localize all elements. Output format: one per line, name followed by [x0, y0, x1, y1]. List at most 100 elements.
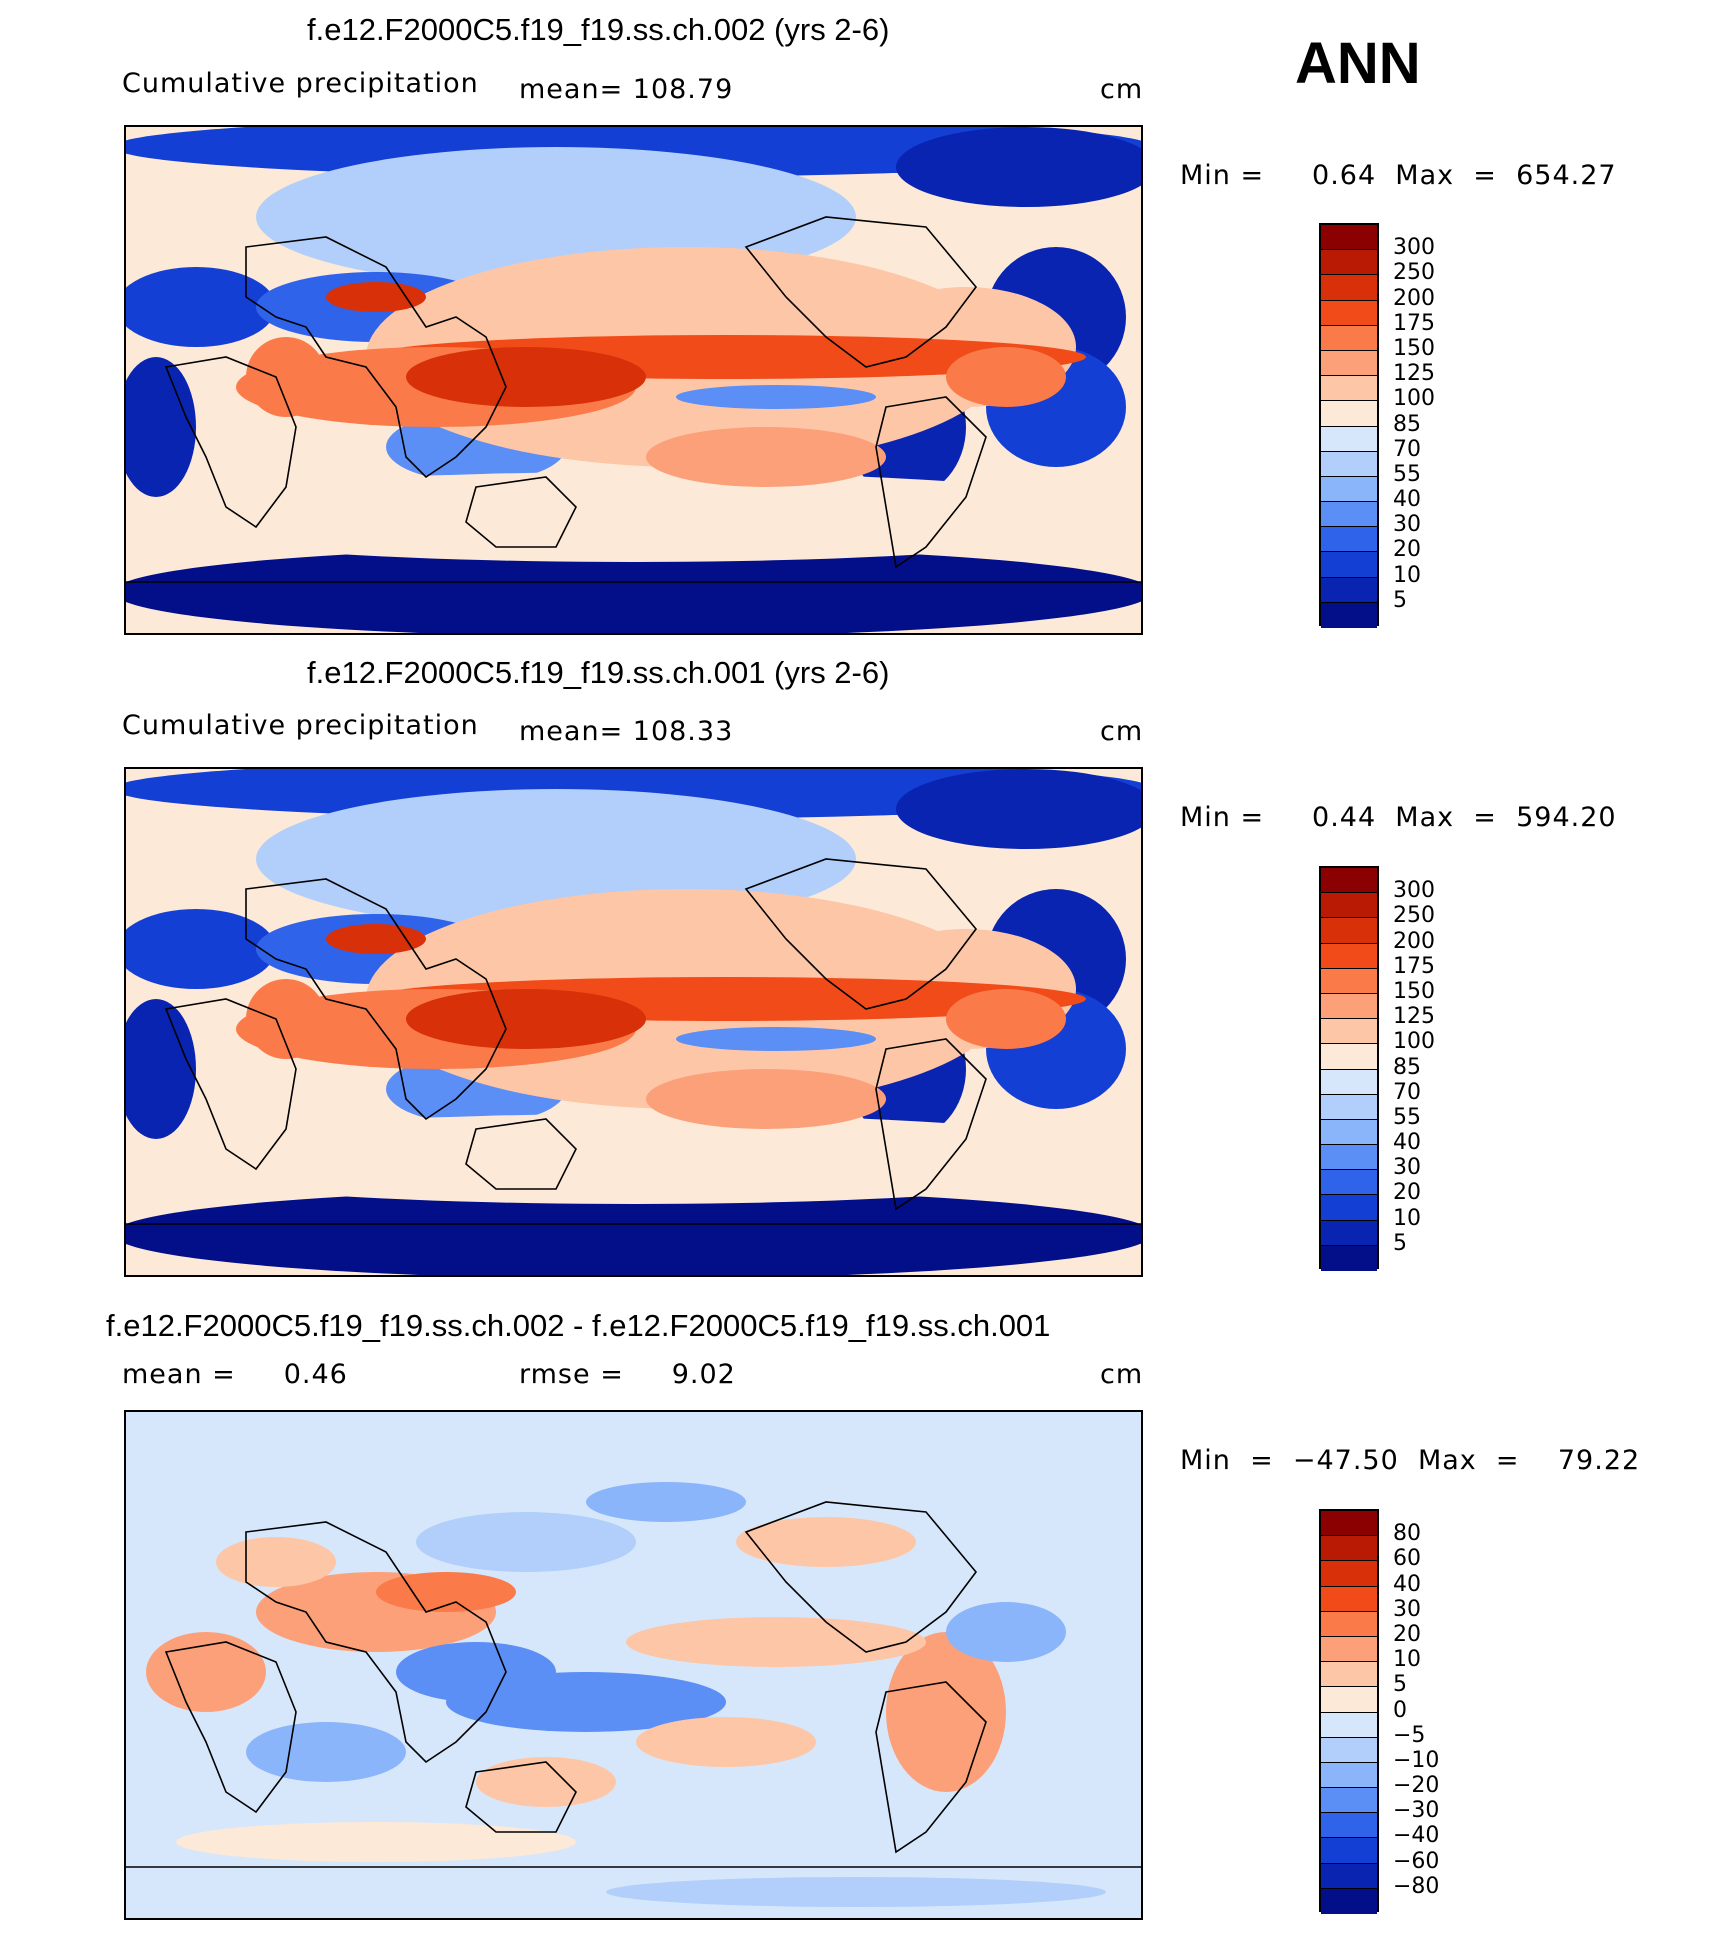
panel-1-title: f.e12.F2000C5.f19_f19.ss.ch.002 (yrs 2-6…	[307, 12, 890, 47]
colorbar-swatch	[1321, 451, 1377, 477]
field-contour-region	[446, 1672, 726, 1732]
coastline	[164, 998, 297, 1171]
field-contour-region	[626, 1617, 926, 1667]
field-contour-region	[646, 1069, 886, 1129]
panel-1-minmax: Min = 0.64 Max = 654.27	[1180, 160, 1617, 191]
colorbar-tick-label: 300	[1393, 878, 1435, 904]
colorbar-tick-label: 80	[1393, 1521, 1421, 1547]
colorbar-swatch	[1321, 502, 1377, 528]
colorbar-swatch	[1321, 893, 1377, 919]
colorbar-swatch	[1321, 1888, 1377, 1914]
field-contour-region	[146, 1632, 266, 1712]
colorbar-swatch	[1321, 1119, 1377, 1146]
field-contour-region	[646, 427, 886, 487]
colorbar-tick-label: 70	[1393, 1079, 1421, 1105]
field-contour-region	[636, 1717, 816, 1767]
panel-1-map	[124, 125, 1143, 635]
field-contour-region	[586, 1482, 746, 1522]
field-contour-region	[246, 337, 326, 417]
colorbar-tick-label: 85	[1393, 1054, 1421, 1080]
colorbar-tick-label: 30	[1393, 1155, 1421, 1181]
colorbar-tick-label: −20	[1393, 1773, 1440, 1799]
colorbar-swatch	[1321, 577, 1377, 603]
colorbar-tick-label: 60	[1393, 1546, 1421, 1572]
colorbar-tick-label: 10	[1393, 1205, 1421, 1231]
field-contour-region	[606, 1877, 1106, 1907]
field-contour-region	[676, 385, 876, 409]
colorbar-swatch	[1321, 1069, 1377, 1095]
colorbar-tick-label: 10	[1393, 1647, 1421, 1673]
panel-3-minmax: Min = −47.50 Max = 79.22	[1180, 1445, 1641, 1476]
field-contour-region	[326, 924, 426, 954]
colorbar-swatch	[1321, 968, 1377, 994]
coastline	[164, 356, 297, 529]
colorbar-swatch	[1321, 1044, 1377, 1070]
panel-3-mean-label: mean = 0.46	[122, 1359, 348, 1390]
colorbar-swatch	[1321, 1195, 1377, 1221]
field-contour-region	[946, 347, 1066, 407]
colorbar-tick-label: −5	[1393, 1722, 1426, 1748]
colorbar-tick-label: 250	[1393, 903, 1435, 929]
colorbar-swatch	[1321, 1220, 1377, 1246]
colorbar-swatch	[1321, 943, 1377, 969]
field-contour-region	[946, 989, 1066, 1049]
field-contour-region	[126, 909, 276, 989]
panel-3-units: cm	[1100, 1359, 1144, 1390]
colorbar-tick-label: 150	[1393, 978, 1435, 1004]
colorbar-swatch	[1321, 225, 1377, 251]
colorbar-tick-label: 0	[1393, 1697, 1407, 1723]
colorbar-swatch	[1321, 1245, 1377, 1271]
field-contour-region	[946, 1602, 1066, 1662]
colorbar-swatch	[1321, 868, 1377, 894]
colorbar-tick-label: 55	[1393, 461, 1421, 487]
colorbar-swatch	[1321, 1561, 1377, 1587]
field-contour-region	[126, 1189, 1141, 1275]
colorbar-swatch	[1321, 250, 1377, 276]
field-contour-region	[126, 1114, 1141, 1204]
colorbar-swatch	[1321, 1662, 1377, 1688]
field-contour-region	[216, 1537, 336, 1587]
colorbar-tick-label: 175	[1393, 953, 1435, 979]
colorbar-tick-label: 10	[1393, 562, 1421, 588]
colorbar-tick-label: 85	[1393, 411, 1421, 437]
season-label: ANN	[1295, 31, 1421, 96]
panel-3-title: f.e12.F2000C5.f19_f19.ss.ch.002 - f.e12.…	[106, 1308, 1051, 1343]
colorbar-swatch	[1321, 275, 1377, 301]
colorbar-swatch	[1321, 350, 1377, 377]
map-field	[126, 769, 1141, 1275]
panel-2-colorbar	[1319, 866, 1379, 1271]
field-contour-region	[126, 999, 196, 1139]
colorbar-tick-label: −40	[1393, 1823, 1440, 1849]
colorbar-tick-label: −30	[1393, 1798, 1440, 1824]
colorbar-tick-label: 250	[1393, 260, 1435, 286]
colorbar-swatch	[1321, 325, 1377, 351]
colorbar-tick-label: −60	[1393, 1848, 1440, 1874]
colorbar-tick-label: 100	[1393, 1029, 1435, 1055]
colorbar-tick-label: 125	[1393, 1004, 1435, 1030]
colorbar-tick-label: 200	[1393, 285, 1435, 311]
field-contour-region	[126, 357, 196, 497]
field-contour-region	[246, 979, 326, 1059]
panel-2-map	[124, 767, 1143, 1277]
colorbar-tick-label: 20	[1393, 537, 1421, 563]
field-contour-region	[736, 1517, 916, 1567]
map-field	[126, 1412, 1141, 1918]
colorbar-swatch	[1321, 1145, 1377, 1171]
colorbar-swatch	[1321, 1511, 1377, 1537]
colorbar-tick-label: 175	[1393, 310, 1435, 336]
colorbar-tick-label: 70	[1393, 436, 1421, 462]
coastline	[744, 1501, 978, 1653]
coastline	[465, 1761, 577, 1833]
colorbar-swatch	[1321, 918, 1377, 944]
panel-3-map	[124, 1410, 1143, 1920]
coastline	[875, 1681, 987, 1854]
colorbar-tick-label: 5	[1393, 1230, 1407, 1256]
colorbar-tick-label: 5	[1393, 1672, 1407, 1698]
field-contour-region	[676, 1027, 876, 1051]
field-contour-region	[476, 1757, 616, 1807]
panel-2-minmax: Min = 0.44 Max = 594.20	[1180, 802, 1617, 833]
colorbar-tick-label: −80	[1393, 1873, 1440, 1899]
coastline	[245, 236, 507, 479]
colorbar-swatch	[1321, 1712, 1377, 1738]
colorbar-swatch	[1321, 1813, 1377, 1839]
